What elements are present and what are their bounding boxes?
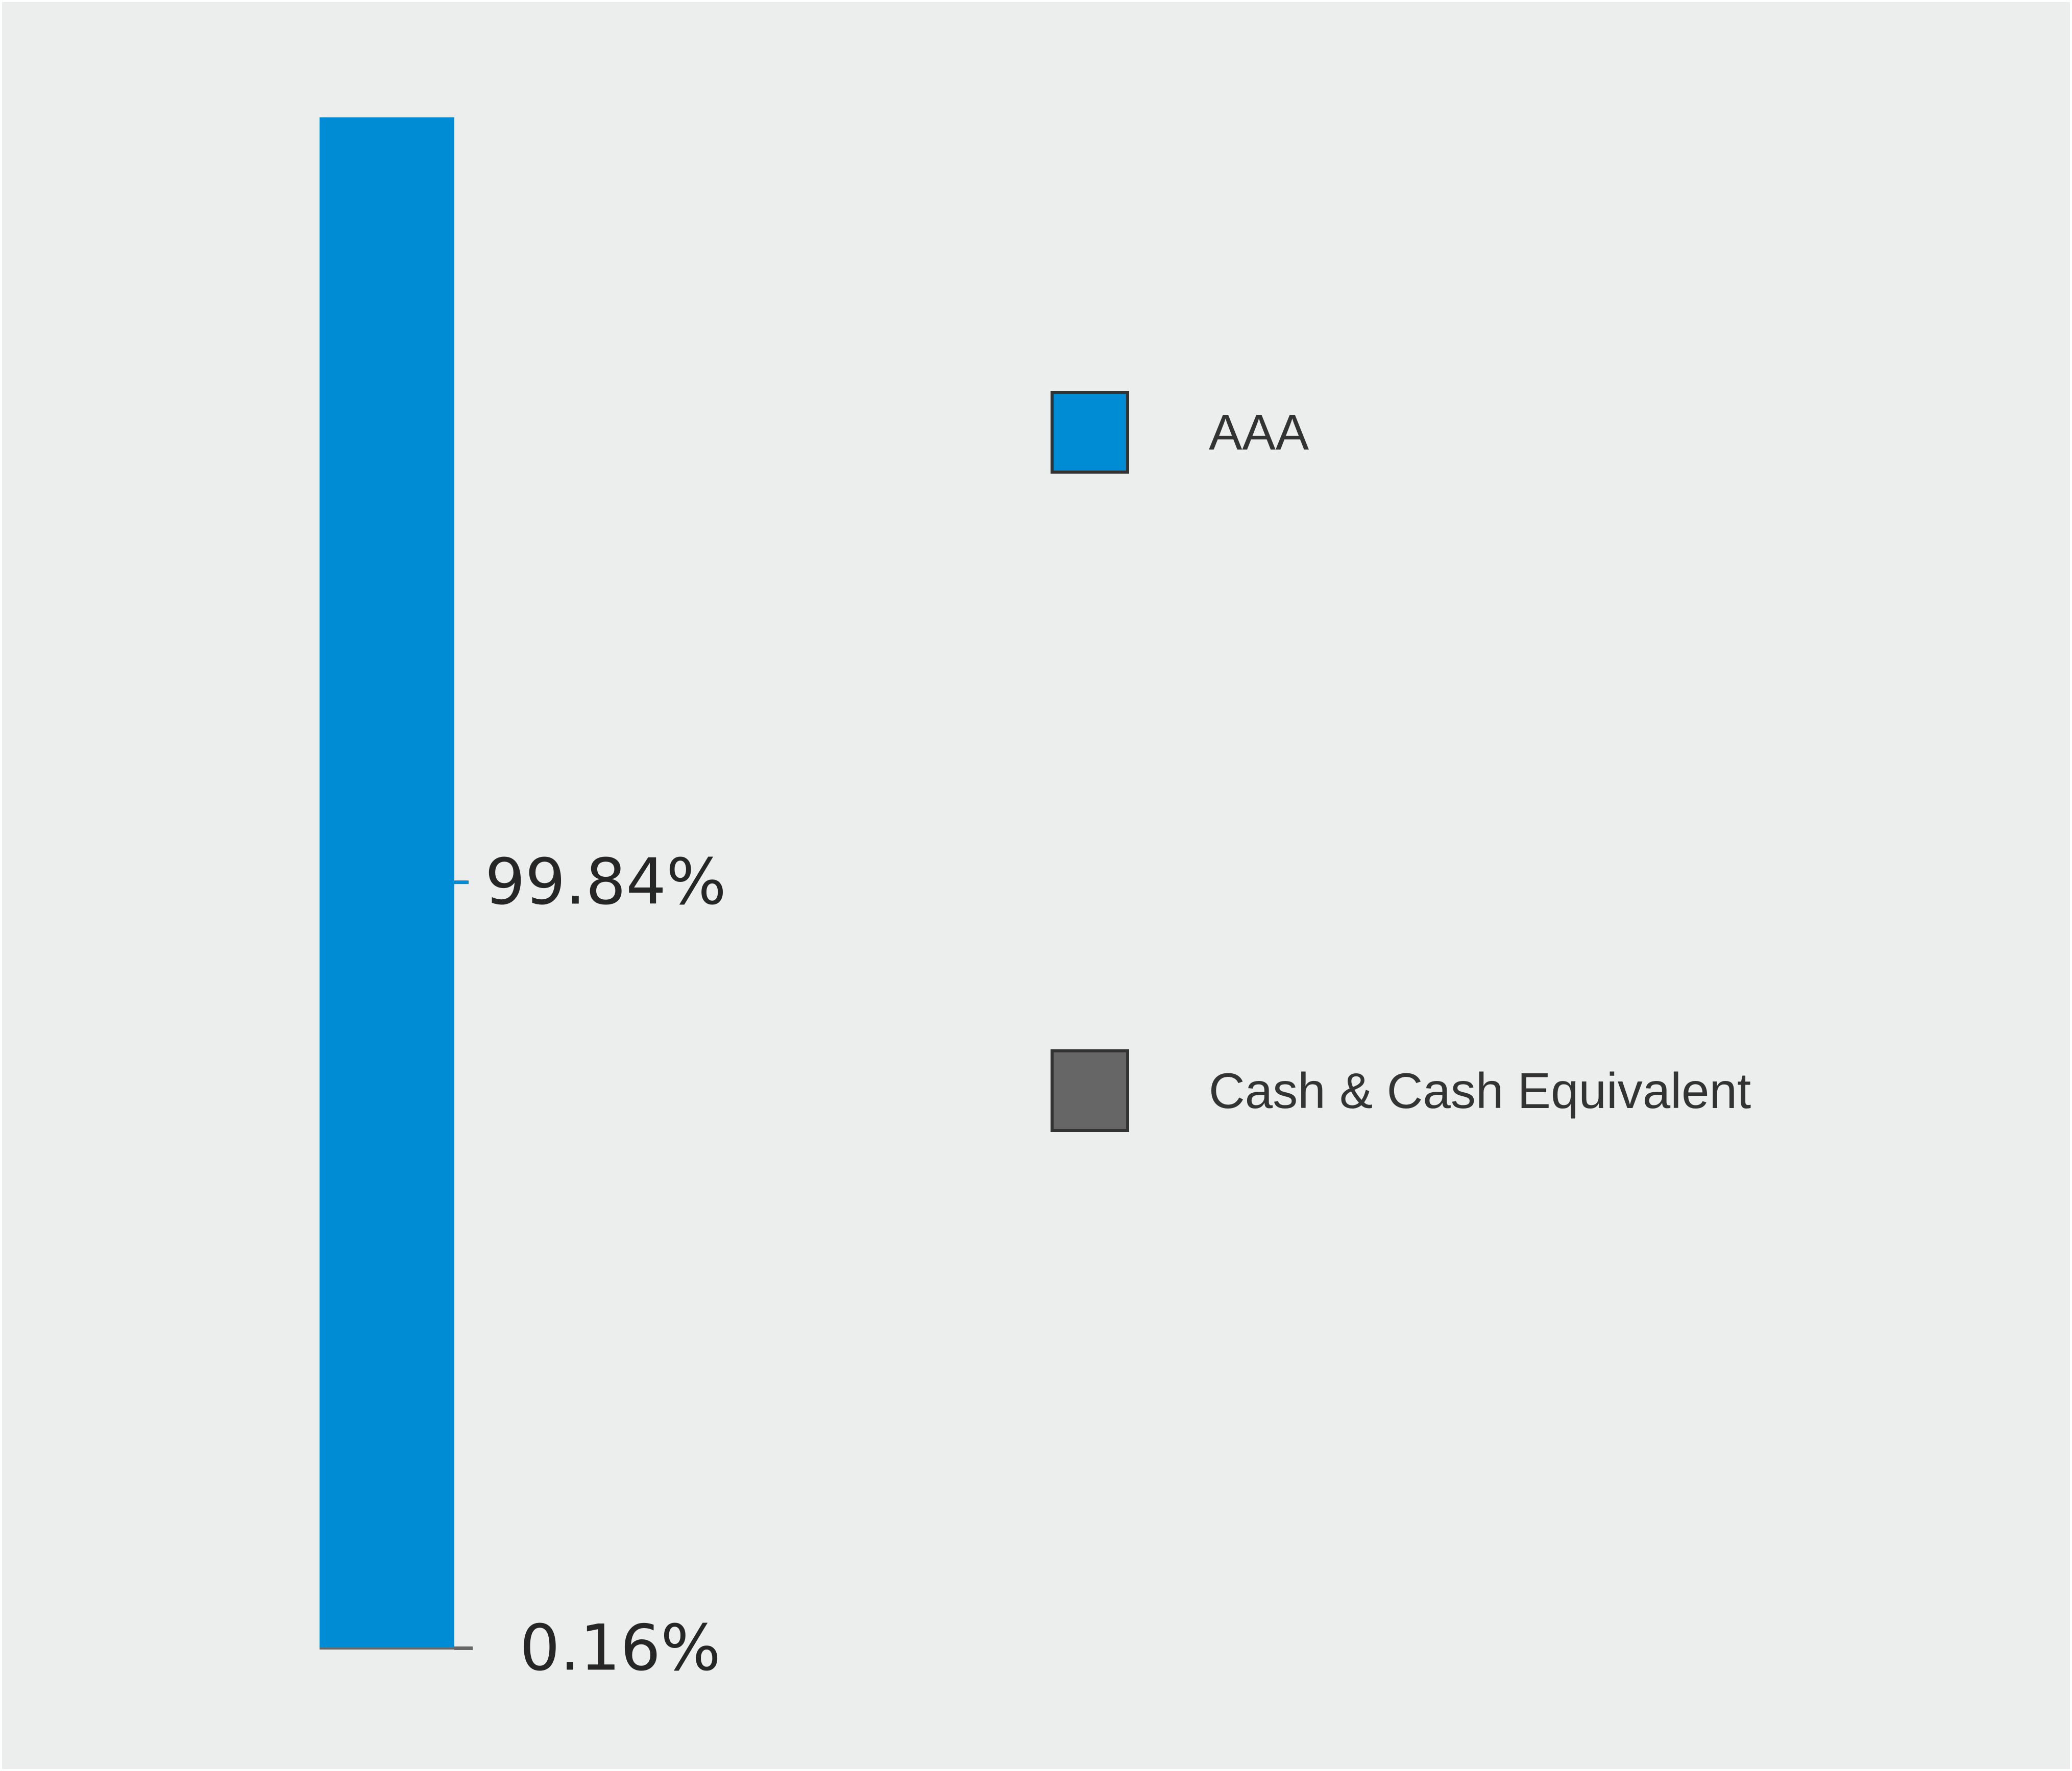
bar-segment-series-0: [320, 117, 454, 1647]
legend-label-series-0: AAA: [1209, 404, 1309, 460]
legend-swatch-series-0: [1051, 391, 1129, 474]
data-label-series-0: 99.84%: [485, 846, 726, 919]
bar-segment-series-1: [320, 1647, 454, 1650]
data-label-series-1: 0.16%: [520, 1612, 721, 1685]
legend-swatch-series-1: [1051, 1049, 1129, 1132]
legend-label-series-1: Cash & Cash Equivalent: [1209, 1063, 1751, 1119]
